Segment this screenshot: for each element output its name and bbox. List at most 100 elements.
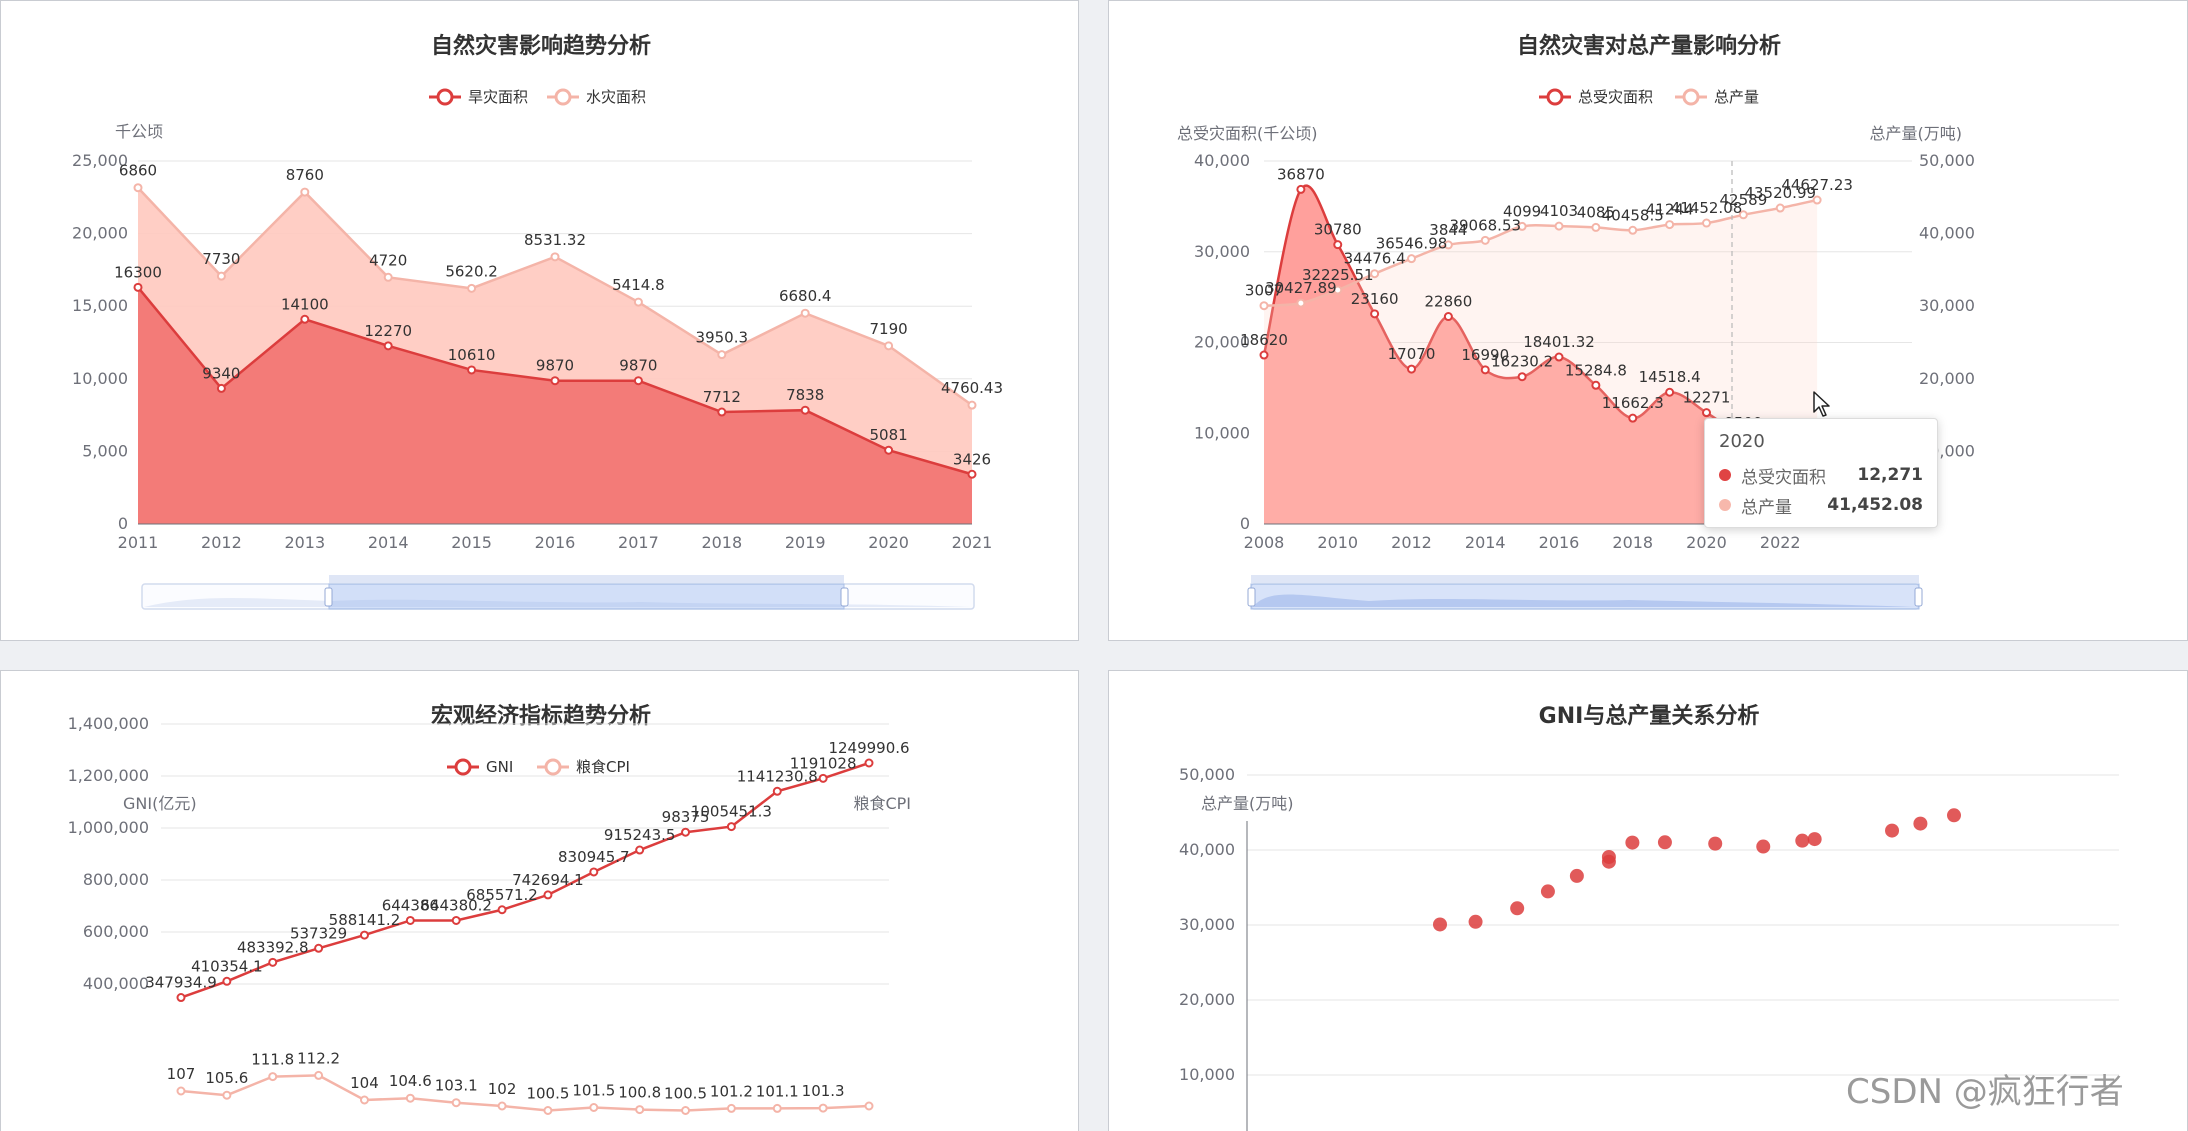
cpi-point[interactable]	[359, 1095, 369, 1105]
drought-point[interactable]	[800, 405, 810, 415]
datazoom-slider[interactable]	[141, 575, 975, 610]
cpi-point[interactable]	[497, 1101, 507, 1111]
cpi-point[interactable]	[681, 1106, 691, 1115]
scatter-point[interactable]	[1946, 808, 1961, 823]
drought-point[interactable]	[967, 469, 977, 479]
output-point[interactable]	[1333, 285, 1343, 295]
flood-point[interactable]	[633, 297, 643, 307]
scatter-point[interactable]	[1756, 839, 1771, 854]
legend-label-flood[interactable]: 水灾面积	[586, 88, 646, 106]
cpi-point[interactable]	[405, 1093, 415, 1103]
datazoom-slider[interactable]	[1247, 575, 1923, 610]
flood-point[interactable]	[216, 271, 226, 281]
gni-point[interactable]	[589, 867, 599, 877]
cpi-point[interactable]	[864, 1101, 874, 1111]
legend[interactable]: GNI 粮食CPI	[447, 758, 630, 776]
cpi-point[interactable]	[635, 1105, 645, 1115]
output-point[interactable]	[1628, 225, 1638, 235]
output-point[interactable]	[1591, 222, 1601, 232]
affected-point[interactable]	[1480, 365, 1490, 375]
drought-point[interactable]	[467, 365, 477, 375]
gni-point[interactable]	[268, 957, 278, 967]
affected-point[interactable]	[1407, 364, 1416, 374]
output-point[interactable]	[1554, 221, 1564, 231]
cpi-point[interactable]	[818, 1103, 828, 1113]
legend-label-output[interactable]: 总产量	[1714, 88, 1759, 106]
cpi-point[interactable]	[726, 1103, 736, 1113]
affected-point[interactable]	[1628, 413, 1638, 423]
output-point[interactable]	[1480, 235, 1490, 245]
gni-point[interactable]	[222, 976, 232, 986]
output-point[interactable]	[1443, 240, 1453, 250]
scatter-point[interactable]	[1510, 901, 1525, 916]
flood-point[interactable]	[300, 187, 310, 197]
affected-point[interactable]	[1591, 380, 1601, 390]
affected-point[interactable]	[1443, 312, 1453, 322]
affected-point[interactable]	[1517, 372, 1527, 382]
gni-point[interactable]	[864, 758, 874, 768]
slider-window[interactable]	[328, 583, 845, 610]
cpi-point[interactable]	[314, 1070, 324, 1080]
flood-point[interactable]	[884, 341, 894, 351]
affected-point[interactable]	[1259, 350, 1269, 360]
flood-point[interactable]	[800, 308, 810, 318]
legend[interactable]: 旱灾面积 水灾面积	[429, 88, 646, 106]
legend-label-drought[interactable]: 旱灾面积	[468, 88, 528, 106]
legend-label-gni[interactable]: GNI	[486, 758, 513, 776]
cpi-point[interactable]	[268, 1072, 278, 1082]
output-point[interactable]	[1517, 221, 1527, 231]
cpi-point[interactable]	[451, 1098, 461, 1108]
scatter-point[interactable]	[1540, 884, 1555, 899]
drought-point[interactable]	[383, 341, 393, 351]
gni-point[interactable]	[818, 773, 828, 783]
slider-left-handle[interactable]	[324, 587, 333, 607]
output-point[interactable]	[1812, 195, 1822, 205]
affected-point[interactable]	[1370, 309, 1380, 319]
slider-move-handle[interactable]	[329, 575, 844, 583]
drought-point[interactable]	[300, 314, 310, 324]
slider-right-handle[interactable]	[840, 587, 849, 607]
output-point[interactable]	[1407, 254, 1416, 264]
affected-point[interactable]	[1296, 184, 1306, 194]
affected-point[interactable]	[1333, 240, 1343, 250]
legend[interactable]: 总受灾面积 总产量	[1539, 88, 1759, 106]
cpi-point[interactable]	[589, 1103, 599, 1112]
output-point[interactable]	[1665, 220, 1675, 230]
scatter-point[interactable]	[1708, 836, 1723, 851]
gni-point[interactable]	[451, 915, 461, 925]
scatter-point[interactable]	[1625, 835, 1640, 850]
gni-point[interactable]	[772, 786, 782, 796]
gni-point[interactable]	[405, 915, 415, 925]
slider-move-handle[interactable]	[1251, 575, 1919, 583]
gni-point[interactable]	[681, 827, 691, 837]
affected-point[interactable]	[1554, 352, 1564, 362]
cpi-point[interactable]	[772, 1103, 782, 1113]
output-point[interactable]	[1296, 298, 1306, 308]
flood-point[interactable]	[467, 283, 477, 293]
scatter-point[interactable]	[1913, 816, 1928, 831]
drought-point[interactable]	[633, 376, 643, 386]
flood-point[interactable]	[717, 350, 727, 360]
scatter-point[interactable]	[1569, 868, 1584, 883]
scatter-point[interactable]	[1468, 914, 1483, 929]
scatter-point[interactable]	[1601, 849, 1616, 864]
gni-point[interactable]	[726, 822, 736, 832]
cpi-point[interactable]	[222, 1090, 232, 1100]
output-point[interactable]	[1259, 301, 1269, 311]
drought-point[interactable]	[550, 376, 560, 386]
slider-window[interactable]	[1250, 583, 1920, 610]
cpi-point[interactable]	[543, 1106, 553, 1115]
affected-point[interactable]	[1665, 387, 1675, 397]
drought-point[interactable]	[884, 445, 894, 455]
gni-point[interactable]	[543, 890, 553, 900]
output-point[interactable]	[1702, 218, 1711, 228]
flood-point[interactable]	[133, 183, 143, 193]
scatter-point[interactable]	[1657, 835, 1672, 850]
scatter-point[interactable]	[1433, 917, 1447, 932]
slider-right-handle[interactable]	[1914, 587, 1923, 607]
flood-point[interactable]	[550, 252, 560, 262]
gni-point[interactable]	[635, 845, 645, 855]
gni-point[interactable]	[314, 943, 324, 953]
drought-point[interactable]	[216, 383, 226, 393]
flood-point[interactable]	[967, 400, 977, 410]
